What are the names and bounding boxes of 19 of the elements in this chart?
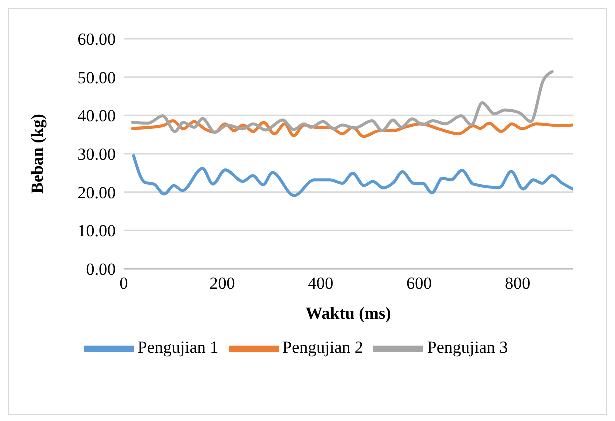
y-tick-label: 60.00 [78, 30, 116, 50]
x-tick-label: 200 [210, 274, 236, 294]
y-tick-label: 0.00 [86, 260, 116, 280]
y-tick-label: 40.00 [78, 106, 116, 126]
y-tick-label: 50.00 [78, 68, 116, 88]
line-series [131, 70, 554, 134]
y-axis-title: Beban (kg) [28, 114, 48, 194]
x-tick-label: 600 [406, 274, 432, 294]
legend-label: Pengujian 1 [138, 338, 219, 357]
x-tick-label: 0 [120, 274, 128, 294]
y-tick-label: 20.00 [78, 183, 116, 202]
y-tick-label: 10.00 [78, 222, 116, 241]
line-series [132, 154, 573, 198]
legend-label: Pengujian 3 [427, 338, 508, 357]
x-tick-label: 800 [505, 274, 531, 294]
legend-label: Pengujian 2 [282, 338, 364, 357]
x-axis-title: Waktu (ms) [306, 304, 392, 323]
x-tick-label: 400 [308, 274, 334, 294]
y-tick-label: 30.00 [78, 145, 116, 164]
